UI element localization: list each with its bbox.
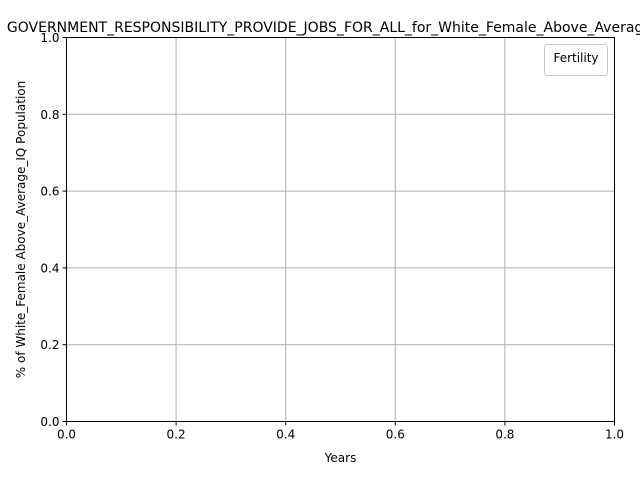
x-axis-ticks: 0.0 0.2 0.4 0.6 0.8 1.0 xyxy=(57,421,624,442)
x-tick-label: 0.6 xyxy=(386,428,405,442)
legend-title: Fertility xyxy=(553,51,598,65)
legend-box xyxy=(544,44,608,76)
y-tick-label: 0.4 xyxy=(40,261,59,275)
x-tick-label: 1.0 xyxy=(605,428,624,442)
y-tick-label: 1.0 xyxy=(40,31,59,45)
y-tick-label: 0.0 xyxy=(40,415,59,429)
x-tick-label: 0.4 xyxy=(276,428,295,442)
y-tick-label: 0.2 xyxy=(40,338,59,352)
y-tick-label: 0.6 xyxy=(40,185,59,199)
legend: Fertility xyxy=(544,44,608,76)
chart-title: GOVERNMENT_RESPONSIBILITY_PROVIDE_JOBS_F… xyxy=(7,20,640,36)
y-axis-label: % of White_Female Above_Average_IQ Popul… xyxy=(14,81,28,378)
y-tick-label: 0.8 xyxy=(40,108,59,122)
grid xyxy=(66,37,615,422)
y-axis-ticks: 0.0 0.2 0.4 0.6 0.8 1.0 xyxy=(40,31,67,429)
x-tick-label: 0.2 xyxy=(167,428,186,442)
x-tick-label: 0.0 xyxy=(57,428,76,442)
plot-frame xyxy=(66,37,615,422)
x-axis-label: Years xyxy=(324,451,357,465)
x-tick-label: 0.8 xyxy=(495,428,514,442)
